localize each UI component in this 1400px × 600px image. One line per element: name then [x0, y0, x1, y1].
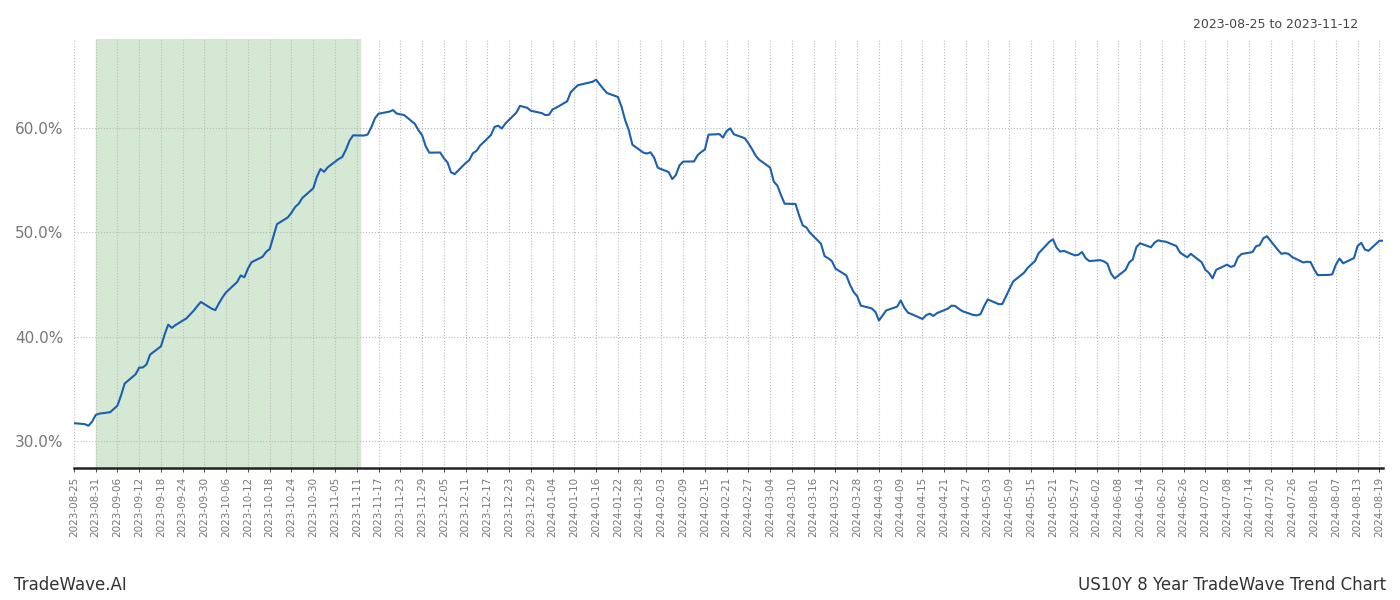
Text: US10Y 8 Year TradeWave Trend Chart: US10Y 8 Year TradeWave Trend Chart — [1078, 576, 1386, 594]
Text: 2023-08-25 to 2023-11-12: 2023-08-25 to 2023-11-12 — [1193, 18, 1358, 31]
Text: TradeWave.AI: TradeWave.AI — [14, 576, 127, 594]
Bar — [95, 39, 360, 467]
